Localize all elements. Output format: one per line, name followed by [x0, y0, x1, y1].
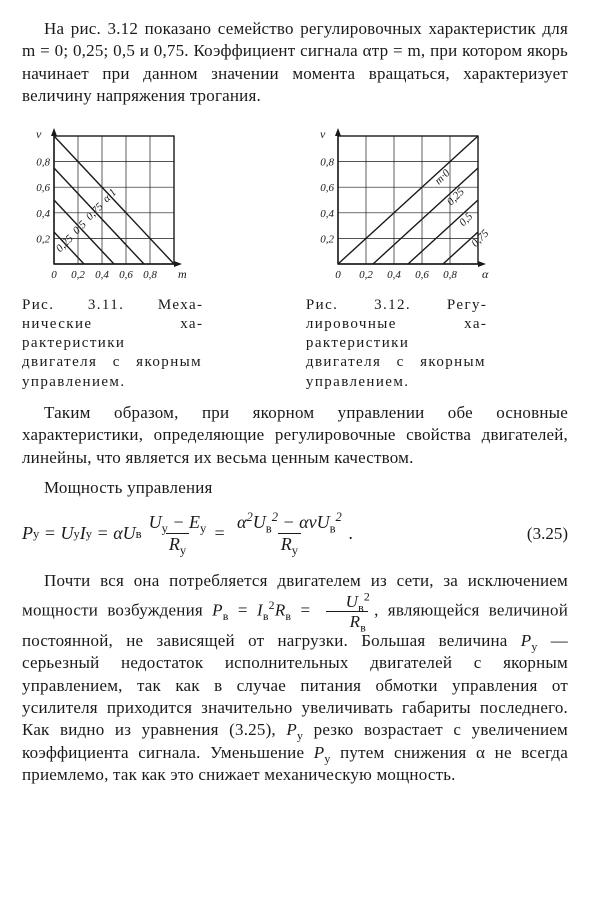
svg-text:0,6: 0,6 — [320, 182, 334, 194]
svg-text:0,4: 0,4 — [95, 269, 109, 281]
paragraph-4: Почти вся она потребляется двигателем из… — [22, 570, 568, 787]
svg-text:0,25: 0,25 — [445, 185, 467, 207]
svg-text:0,6: 0,6 — [36, 182, 50, 194]
paragraph-1: На рис. 3.12 показано семейство регулиро… — [22, 18, 568, 108]
caption-3-12: Рис. 3.12. Регу­лировочные ха­рактеристи… — [306, 296, 486, 392]
svg-text:0,8: 0,8 — [443, 269, 457, 281]
svg-text:0,6: 0,6 — [119, 269, 133, 281]
svg-text:m: m — [178, 267, 187, 281]
svg-text:0,4: 0,4 — [387, 269, 401, 281]
svg-text:0,4: 0,4 — [36, 208, 50, 220]
paragraph-3: Мощность управления — [22, 477, 568, 499]
svg-text:0,2: 0,2 — [359, 269, 373, 281]
chart-3-12: 00,20,40,60,80,20,40,60,8ναm·00,250,50,7… — [306, 126, 496, 286]
svg-text:ν: ν — [320, 127, 326, 141]
svg-text:0,2: 0,2 — [320, 233, 334, 245]
svg-text:0: 0 — [335, 269, 341, 281]
svg-text:0,8: 0,8 — [320, 156, 334, 168]
figure-3-12: 00,20,40,60,80,20,40,60,8ναm·00,250,50,7… — [306, 126, 568, 392]
svg-text:0,4: 0,4 — [320, 208, 334, 220]
paragraph-2: Таким образом, при якорном управлении об… — [22, 402, 568, 469]
svg-text:0,2: 0,2 — [36, 233, 50, 245]
equation-3-25: Py = UyIy = αUв Uy − Ey Ry = α2Uв2 − ανU… — [22, 513, 568, 554]
svg-text:0,2: 0,2 — [71, 269, 85, 281]
svg-text:0,75: 0,75 — [469, 227, 491, 249]
caption-3-11: Рис. 3.11. Меха­нические ха­рактеристики… — [22, 296, 202, 392]
chart-3-11: 00,20,40,60,80,20,40,60,8νmα·10,750,50,2… — [22, 126, 192, 286]
svg-text:0,6: 0,6 — [415, 269, 429, 281]
svg-text:0,8: 0,8 — [143, 269, 157, 281]
svg-text:0: 0 — [51, 269, 57, 281]
svg-text:α: α — [482, 267, 489, 281]
figure-3-11: 00,20,40,60,80,20,40,60,8νmα·10,750,50,2… — [22, 126, 284, 392]
figures-row: 00,20,40,60,80,20,40,60,8νmα·10,750,50,2… — [22, 126, 568, 392]
svg-text:0,8: 0,8 — [36, 156, 50, 168]
svg-text:ν: ν — [36, 127, 42, 141]
equation-number: (3.25) — [517, 523, 568, 545]
